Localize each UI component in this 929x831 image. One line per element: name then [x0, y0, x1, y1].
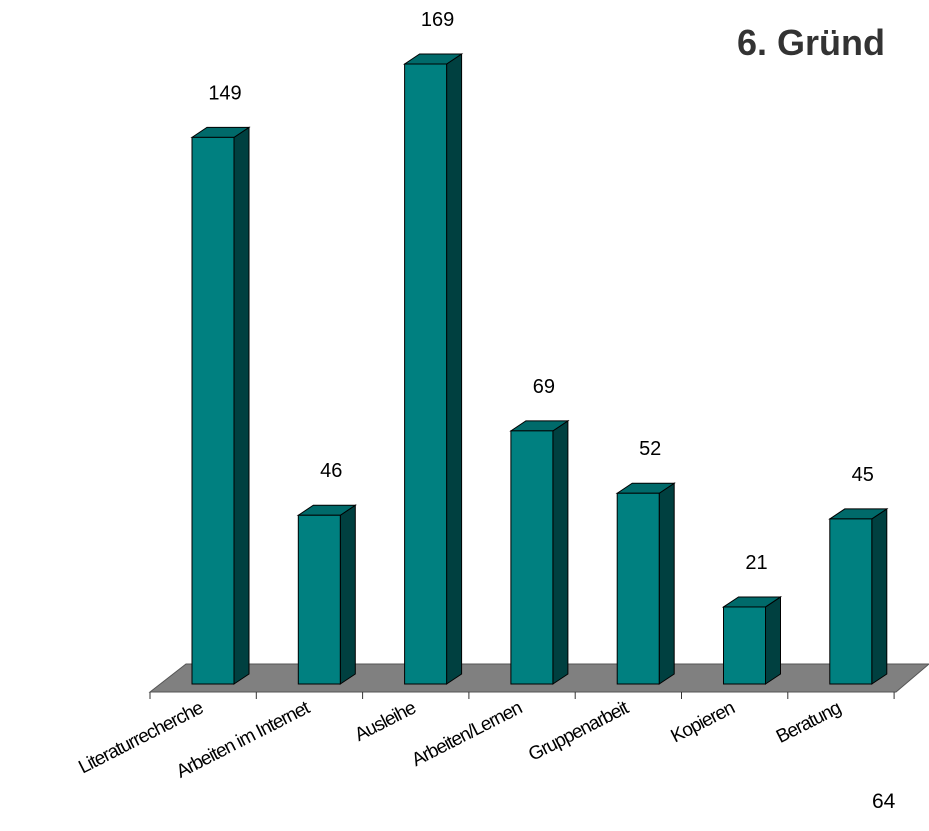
bar — [828, 507, 889, 685]
bar-front — [723, 606, 766, 685]
bar-front — [616, 492, 660, 685]
value-label: 46 — [320, 460, 342, 482]
bar-side — [233, 126, 250, 685]
bar-front — [829, 518, 873, 685]
bar — [190, 126, 251, 685]
bar-side — [871, 507, 888, 685]
bar — [509, 419, 570, 685]
value-label: 169 — [421, 9, 454, 31]
category-label: Arbeiten/Lernen — [409, 698, 526, 771]
bar-side — [552, 419, 569, 685]
bar-front — [191, 136, 235, 685]
bars — [190, 53, 889, 685]
value-label: 52 — [639, 438, 661, 460]
bar-side — [658, 482, 675, 685]
category-label: Gruppenarbeit — [525, 697, 633, 766]
bar-side — [765, 596, 781, 685]
value-label: 45 — [852, 464, 874, 486]
category-label: Kopieren — [668, 698, 739, 748]
bar — [402, 53, 464, 685]
value-label: 149 — [208, 82, 241, 104]
page-title: 6. Gründ — [737, 22, 886, 63]
value-label: 21 — [745, 552, 767, 574]
bar-side — [446, 53, 463, 685]
bar — [296, 504, 357, 685]
bar-front — [297, 514, 341, 685]
bar — [615, 482, 676, 685]
bar-front — [510, 430, 554, 685]
bar-side — [339, 504, 356, 685]
page-number: 64 — [872, 790, 896, 813]
bar-front — [404, 63, 448, 685]
category-label: Beratung — [773, 698, 845, 748]
bar — [721, 596, 783, 685]
value-labels: 149 46 169 69 52 21 45 — [208, 9, 874, 574]
category-label: Ausleihe — [352, 698, 420, 746]
value-label: 69 — [533, 376, 555, 398]
